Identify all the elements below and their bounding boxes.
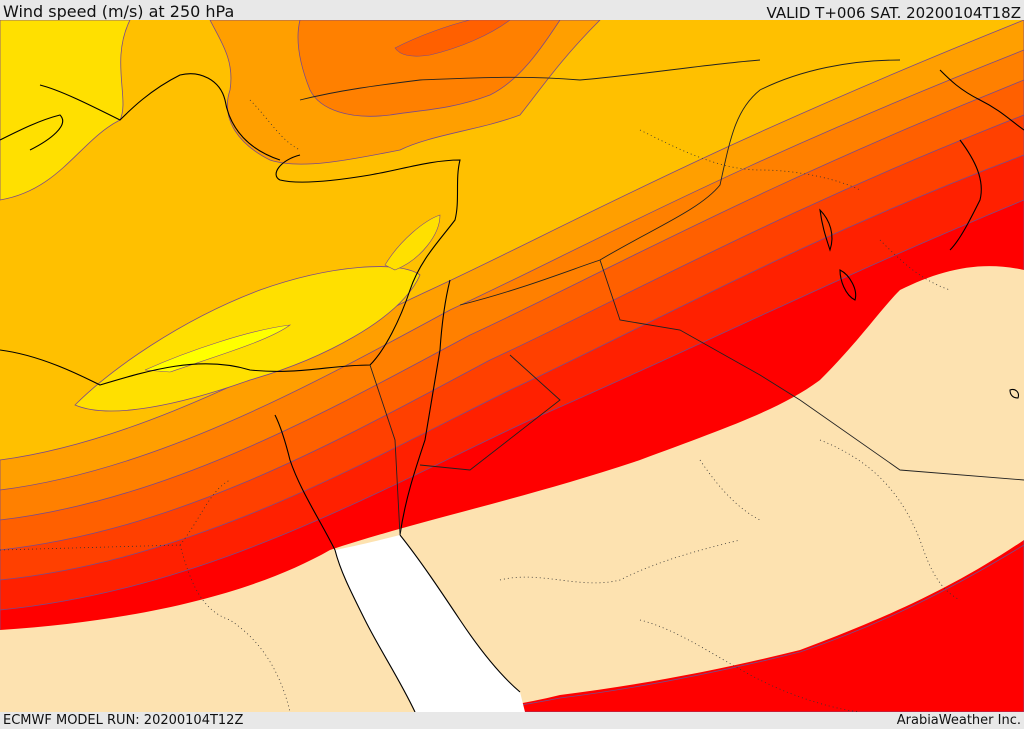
red-sea-mask [335,535,525,712]
band-red-north [394,20,511,57]
map-title: Wind speed (m/s) at 250 hPa [3,2,235,21]
wind-speed-map [0,20,1024,712]
band-darker-north [297,20,561,117]
admin-boundaries [0,99,961,712]
band-yellow-small [384,214,441,271]
footer-bar [0,712,1024,729]
model-run: ECMWF MODEL RUN: 20200104T12Z [3,713,244,728]
country-borders [299,59,1024,536]
band-calm-south [0,266,1024,712]
band-bright-yellow [144,324,292,373]
valid-time: VALID T+006 SAT. 20200104T18Z [766,4,1021,22]
header-bar [0,0,1024,20]
coastlines [0,69,1024,712]
credit-label: ArabiaWeather Inc. [896,713,1021,728]
